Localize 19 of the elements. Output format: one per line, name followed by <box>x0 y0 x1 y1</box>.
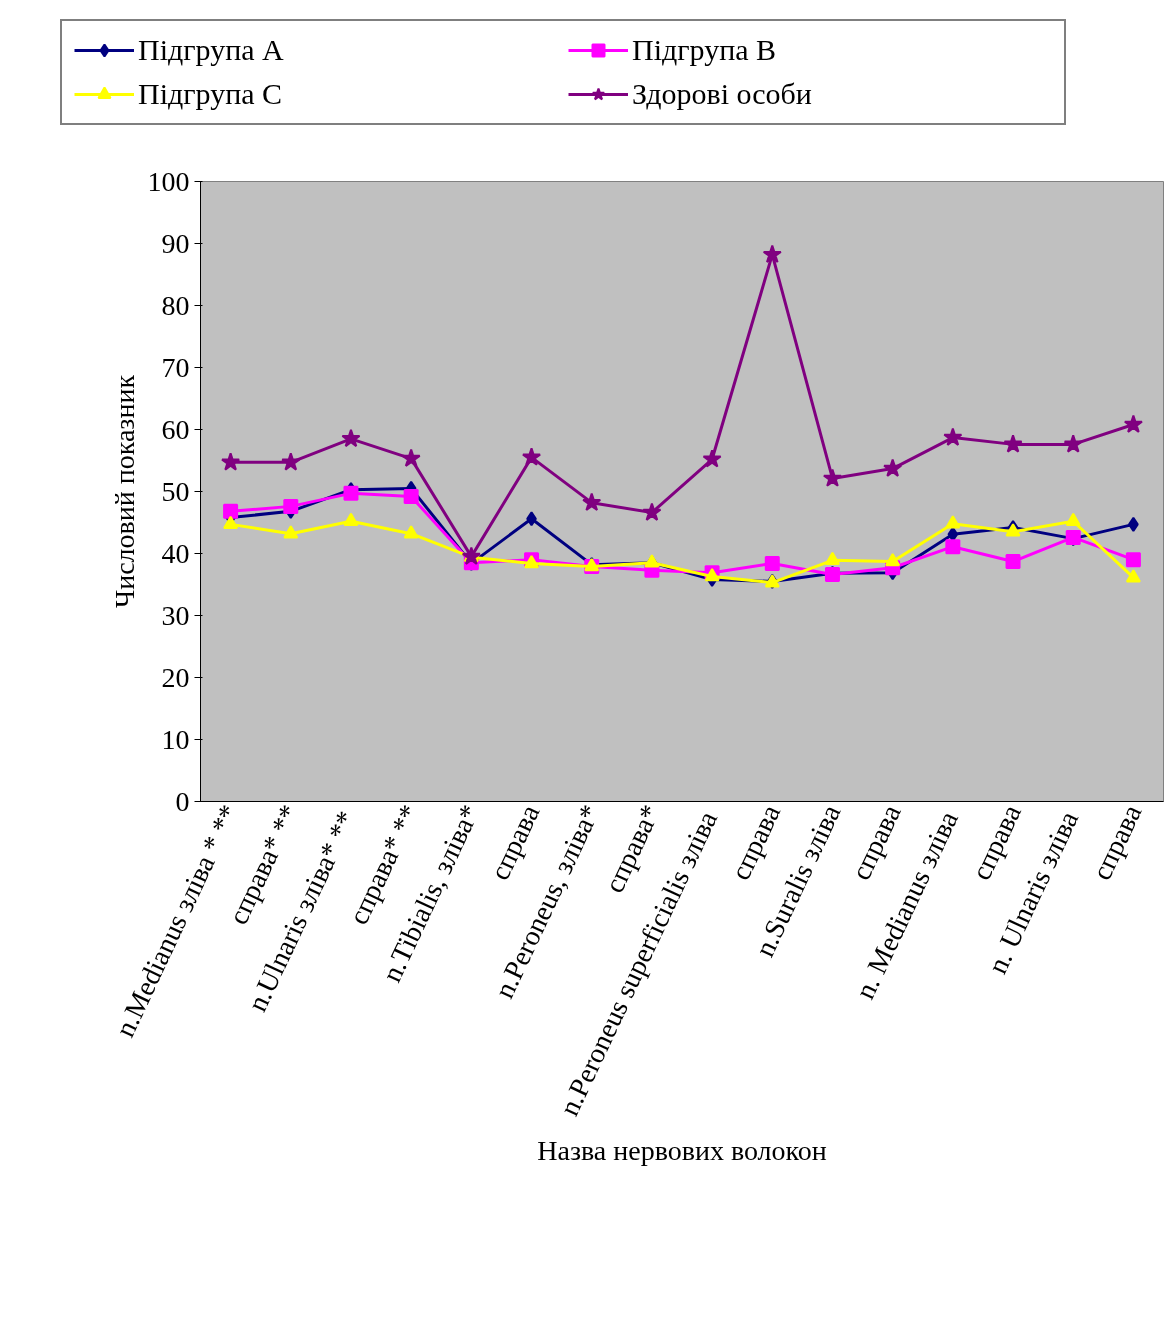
y-tick-label: 50 <box>161 475 190 507</box>
y-tick-label: 10 <box>161 723 190 755</box>
x-axis-title: Назва нервових волокон <box>537 1134 827 1166</box>
y-tick-label: 90 <box>161 227 190 259</box>
legend-label: Підгрупа A <box>138 33 285 67</box>
legend-label: Підгрупа B <box>632 33 778 67</box>
legend-label: Підгрупа C <box>138 77 284 111</box>
legend-label: Здорові особи <box>632 77 813 111</box>
y-tick-label: 30 <box>161 599 190 631</box>
x-tick-label: справа <box>1085 799 1148 885</box>
x-tick-label: справа <box>483 799 546 885</box>
y-tick-label: 40 <box>161 537 190 569</box>
y-axis-title: Числовий показник <box>108 374 140 608</box>
y-tick-label: 80 <box>161 289 190 321</box>
y-tick-label: 20 <box>161 661 190 693</box>
y-tick-label: 0 <box>175 785 190 817</box>
y-tick-label: 60 <box>161 413 190 445</box>
y-tick-label: 70 <box>161 351 190 383</box>
y-tick-label: 100 <box>147 165 190 197</box>
